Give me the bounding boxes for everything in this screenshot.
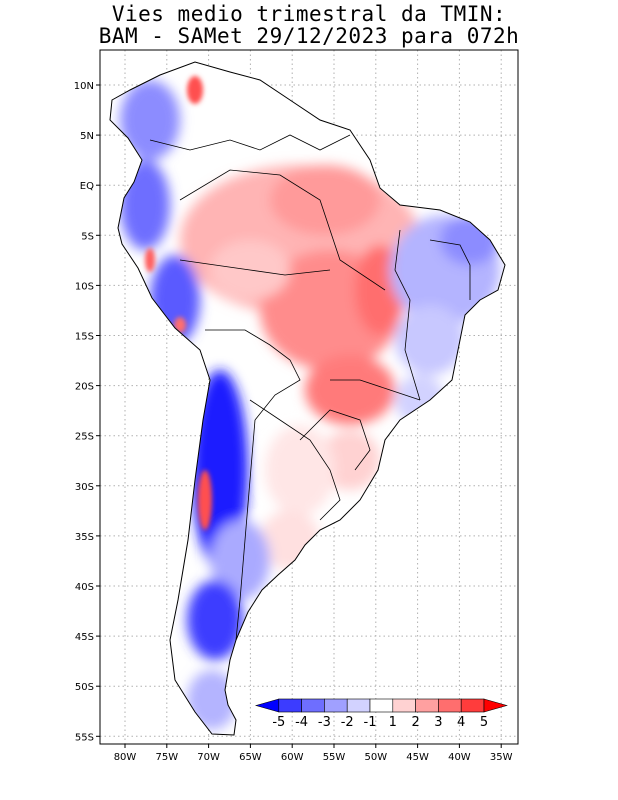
map-frame	[99, 49, 519, 745]
y-tick-label-4: 10S	[75, 281, 94, 292]
colorbar-label-6: 2	[411, 715, 419, 730]
colorbar-bin-9	[460, 698, 485, 713]
colorbar-label-3: -2	[341, 715, 354, 730]
y-tick-label-7: 25S	[75, 432, 94, 443]
colorbar-bin-1	[278, 698, 302, 713]
x-axis-labels: 80W 75W 70W 65W 60W 55W 50W 45W 40W 35W	[114, 752, 513, 763]
colorbar-bin-7	[415, 698, 439, 713]
x-tick-label-5: 55W	[323, 752, 346, 763]
y-tick-label-2: EQ	[80, 181, 94, 192]
y-tick-label-3: 5S	[81, 231, 94, 242]
x-tick-label-7: 45W	[406, 752, 429, 763]
x-tick-label-4: 60W	[281, 752, 304, 763]
x-tick-label-1: 75W	[155, 752, 178, 763]
colorbar-label-8: 4	[457, 715, 465, 730]
coastline	[109, 61, 506, 736]
y-tick-label-11: 45S	[75, 632, 94, 643]
x-tick-label-8: 40W	[448, 752, 471, 763]
map-title-line-2: BAM - SAMet 29/12/2023 para 072h	[98, 24, 520, 48]
colorbar-bin-3	[324, 698, 348, 713]
colorbar-bin-5	[369, 698, 394, 713]
y-axis-labels: 10N 5N EQ 5S 10S 15S 20S 25S 30S 35S 40S 45S 50S 55S	[74, 81, 94, 743]
colorbar-label-1: -4	[295, 715, 308, 730]
x-tick-label-6: 50W	[364, 752, 387, 763]
y-tick-label-12: 50S	[75, 682, 94, 693]
colorbar-label-0: -5	[272, 715, 285, 730]
y-tick-label-6: 20S	[75, 382, 94, 393]
x-tick-label-9: 35W	[490, 752, 513, 763]
colorbar-label-4: -1	[364, 715, 377, 730]
axis-ticks	[96, 84, 502, 748]
y-tick-label-10: 40S	[75, 582, 94, 593]
map-title-line-1: Vies medio trimestral da TMIN:	[111, 2, 507, 26]
y-tick-label-13: 55S	[75, 732, 94, 743]
colorbar-bin-6	[392, 698, 416, 713]
y-tick-label-1: 5N	[80, 131, 94, 142]
bias-field	[110, 62, 505, 735]
colorbar-label-2: -3	[318, 715, 331, 730]
colorbar: -5 -4 -3 -2 -1 1 2 3 4 5	[254, 698, 508, 730]
y-tick-label-8: 30S	[75, 482, 94, 493]
country-borders	[149, 134, 471, 641]
colorbar-bin-10	[483, 698, 508, 713]
x-tick-label-3: 65W	[239, 752, 262, 763]
x-tick-label-2: 70W	[197, 752, 220, 763]
y-tick-label-0: 10N	[74, 81, 94, 92]
colorbar-label-7: 3	[434, 715, 442, 730]
colorbar-bin-0	[254, 698, 280, 713]
colorbar-label-5: 1	[389, 715, 397, 730]
colorbar-bin-4	[346, 698, 371, 713]
y-tick-label-5: 15S	[75, 332, 94, 343]
x-tick-label-0: 80W	[114, 752, 137, 763]
colorbar-bin-2	[301, 698, 325, 713]
y-tick-label-9: 35S	[75, 532, 94, 543]
colorbar-bin-8	[438, 698, 462, 713]
colorbar-label-9: 5	[480, 715, 488, 730]
